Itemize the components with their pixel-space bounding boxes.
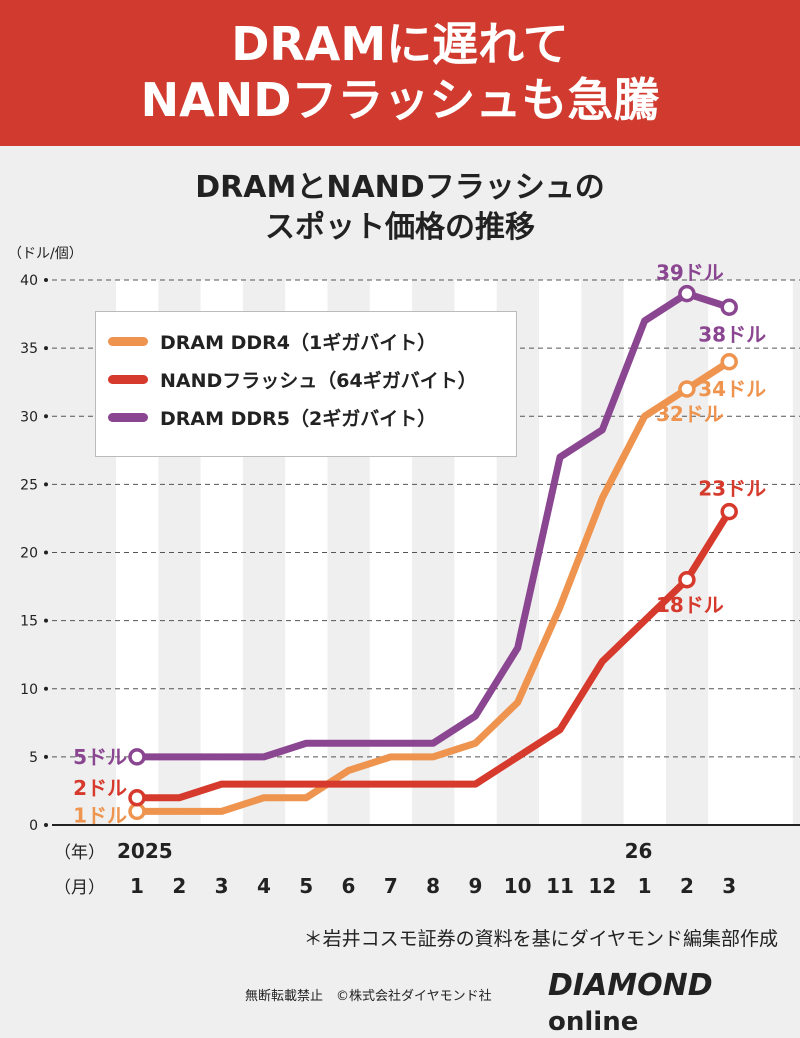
legend-label: NANDフラッシュ（64ギガバイト） bbox=[160, 366, 477, 393]
y-tick-label: 30 bbox=[20, 409, 38, 425]
logo-sub: online bbox=[548, 1007, 638, 1037]
data-point bbox=[130, 791, 144, 805]
logo: DIAMOND online bbox=[548, 968, 800, 1038]
y-tick-dot bbox=[44, 551, 48, 555]
legend-swatch bbox=[108, 375, 148, 384]
data-label: 2ドル bbox=[73, 776, 127, 800]
legend: DRAM DDR4（1ギガバイト） NANDフラッシュ（64ギガバイト） DRAM … bbox=[95, 311, 517, 457]
y-axis-label: （ドル/個） bbox=[8, 246, 83, 262]
y-tick-dot bbox=[44, 414, 48, 418]
y-tick-label: 20 bbox=[20, 546, 38, 562]
y-tick-label: 25 bbox=[20, 477, 38, 493]
y-tick-dot bbox=[44, 482, 48, 486]
source-note: ＊岩井コスモ証券の資料を基にダイヤモンド編集部作成 bbox=[304, 924, 778, 951]
x-tick-label: 6 bbox=[342, 874, 356, 898]
legend-label: DRAM DDR4（1ギガバイト） bbox=[160, 328, 436, 355]
x-tick-label: 2 bbox=[172, 874, 186, 898]
y-tick-dot bbox=[44, 823, 48, 827]
x-tick-label: 8 bbox=[426, 874, 440, 898]
data-label: 38ドル bbox=[698, 322, 766, 346]
data-point bbox=[722, 505, 736, 519]
data-label: 23ドル bbox=[698, 477, 766, 501]
y-tick-label: 0 bbox=[29, 818, 38, 834]
y-tick-label: 10 bbox=[20, 682, 38, 698]
data-label: 34ドル bbox=[698, 377, 766, 401]
data-point bbox=[680, 573, 694, 587]
data-label: 18ドル bbox=[656, 593, 724, 617]
legend-swatch bbox=[108, 337, 148, 346]
data-point bbox=[130, 750, 144, 764]
x-tick-label: 3 bbox=[215, 874, 229, 898]
x-tick-label: 9 bbox=[468, 874, 482, 898]
data-label: 32ドル bbox=[656, 402, 724, 426]
x-tick-label: 7 bbox=[384, 874, 398, 898]
x-tick-label: 12 bbox=[588, 874, 616, 898]
data-label: 39ドル bbox=[656, 261, 724, 285]
y-tick-dot bbox=[44, 346, 48, 350]
legend-swatch bbox=[108, 413, 148, 422]
x-tick-label: 4 bbox=[257, 874, 271, 898]
y-tick-dot bbox=[44, 619, 48, 623]
year-label: 2025 bbox=[117, 839, 173, 863]
data-point bbox=[680, 382, 694, 396]
y-tick-label: 5 bbox=[29, 750, 38, 766]
logo-main: DIAMOND bbox=[548, 968, 713, 1003]
y-tick-label: 35 bbox=[20, 341, 38, 357]
y-tick-label: 15 bbox=[20, 614, 38, 630]
data-label: 1ドル bbox=[73, 803, 127, 827]
x-tick-label: 3 bbox=[722, 874, 736, 898]
x-tick-label: 11 bbox=[546, 874, 574, 898]
legend-label: DRAM DDR5（2ギガバイト） bbox=[160, 404, 436, 431]
data-point bbox=[722, 355, 736, 369]
x-tick-label: 2 bbox=[680, 874, 694, 898]
month-row-label: （月） bbox=[54, 878, 105, 898]
y-tick-label: 40 bbox=[20, 273, 38, 289]
data-point bbox=[680, 287, 694, 301]
legend-item: NANDフラッシュ（64ギガバイト） bbox=[108, 360, 516, 398]
x-tick-label: 10 bbox=[504, 874, 532, 898]
y-tick-dot bbox=[44, 755, 48, 759]
x-tick-label: 1 bbox=[638, 874, 652, 898]
legend-item: DRAM DDR5（2ギガバイト） bbox=[108, 398, 516, 436]
year-row-label: （年） bbox=[54, 843, 105, 863]
y-tick-dot bbox=[44, 278, 48, 282]
legend-item: DRAM DDR4（1ギガバイト） bbox=[108, 322, 516, 360]
year-label: 26 bbox=[625, 839, 653, 863]
x-tick-label: 5 bbox=[299, 874, 313, 898]
data-label: 5ドル bbox=[73, 745, 127, 769]
x-tick-label: 1 bbox=[130, 874, 144, 898]
y-tick-dot bbox=[44, 687, 48, 691]
copyright: 無断転載禁止 ©株式会社ダイヤモンド社 bbox=[245, 985, 492, 1004]
data-point bbox=[722, 300, 736, 314]
